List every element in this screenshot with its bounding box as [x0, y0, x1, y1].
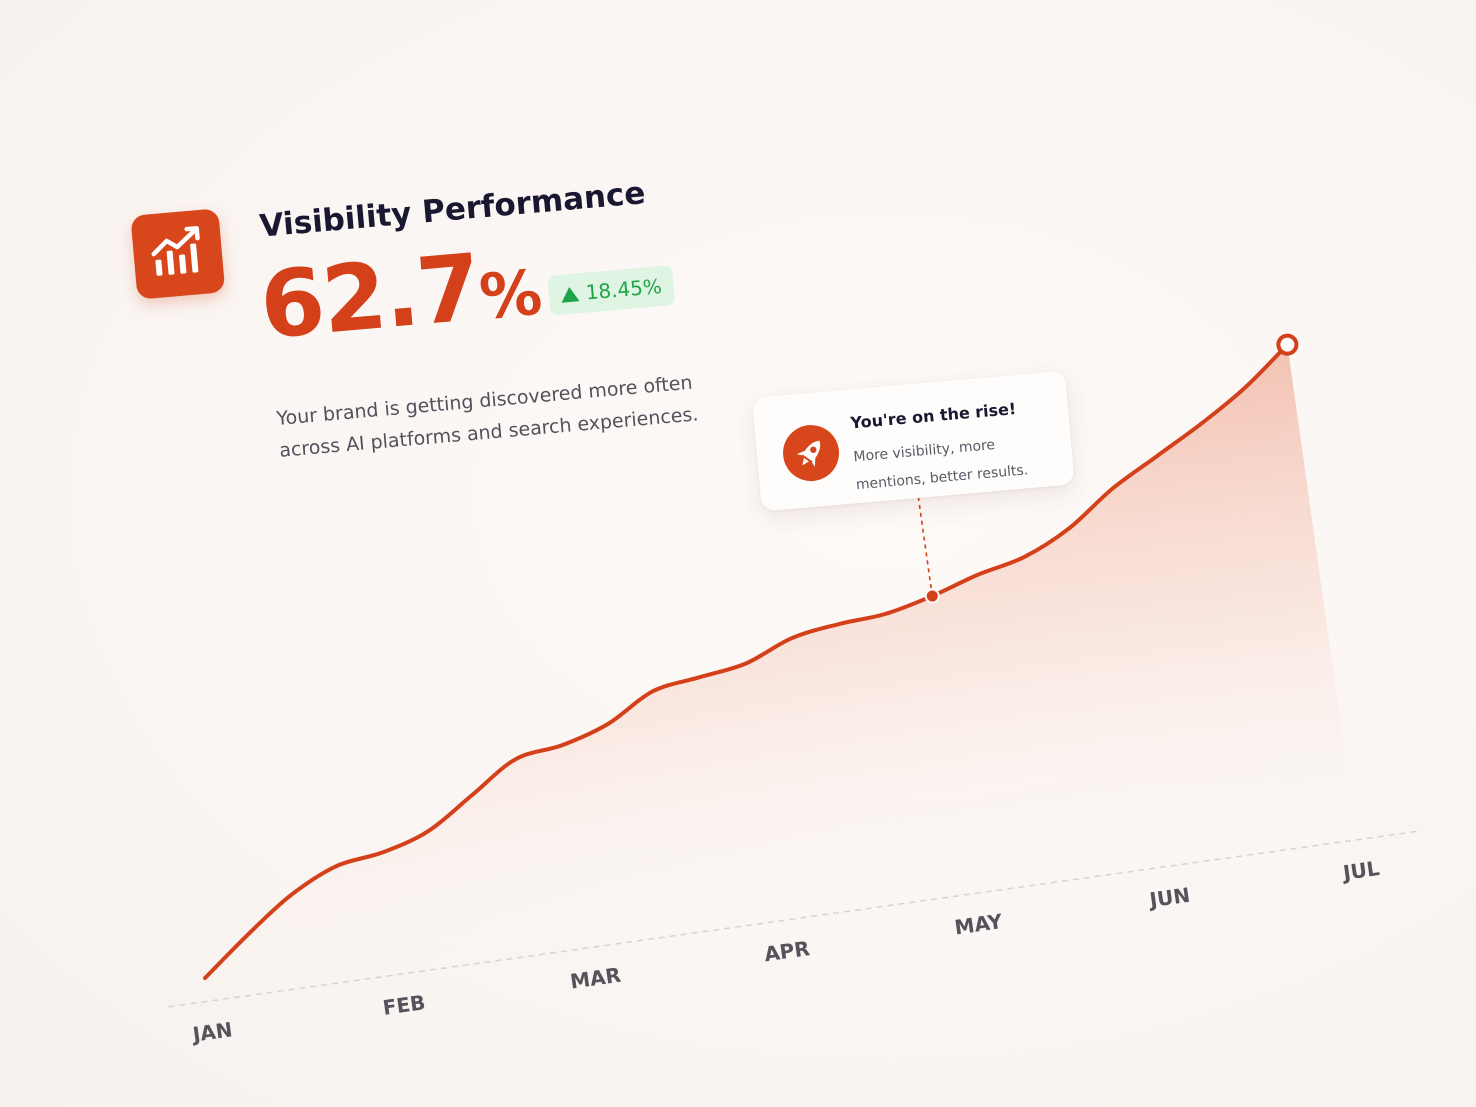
- x-tick-label-jun: JUN: [1146, 883, 1191, 913]
- visibility-value-unit: %: [477, 256, 545, 334]
- x-tick-label-apr: APR: [763, 936, 811, 966]
- rocket-icon: [781, 423, 842, 484]
- x-tick-label-feb: FEB: [381, 990, 427, 1020]
- x-tick-label-jan: JAN: [189, 1017, 234, 1047]
- x-tick-label-jul: JUL: [1340, 856, 1382, 885]
- x-tick-label-may: MAY: [953, 909, 1004, 940]
- callout-title: You're on the rise!: [850, 399, 1017, 432]
- x-tick-label-mar: MAR: [569, 963, 623, 994]
- change-badge: 18.45%: [547, 265, 675, 316]
- header: Visibility Performance 62.7% 18.45% Your…: [130, 156, 792, 491]
- may-point-marker[interactable]: [925, 589, 940, 604]
- change-badge-label: 18.45%: [585, 274, 663, 305]
- trending-up-bar-chart-icon: [130, 208, 225, 299]
- visibility-value: 62.7%: [257, 237, 545, 353]
- visibility-value-number: 62.7: [256, 234, 483, 360]
- jul-end-marker[interactable]: [1277, 334, 1297, 354]
- triangle-up-icon: [560, 286, 579, 303]
